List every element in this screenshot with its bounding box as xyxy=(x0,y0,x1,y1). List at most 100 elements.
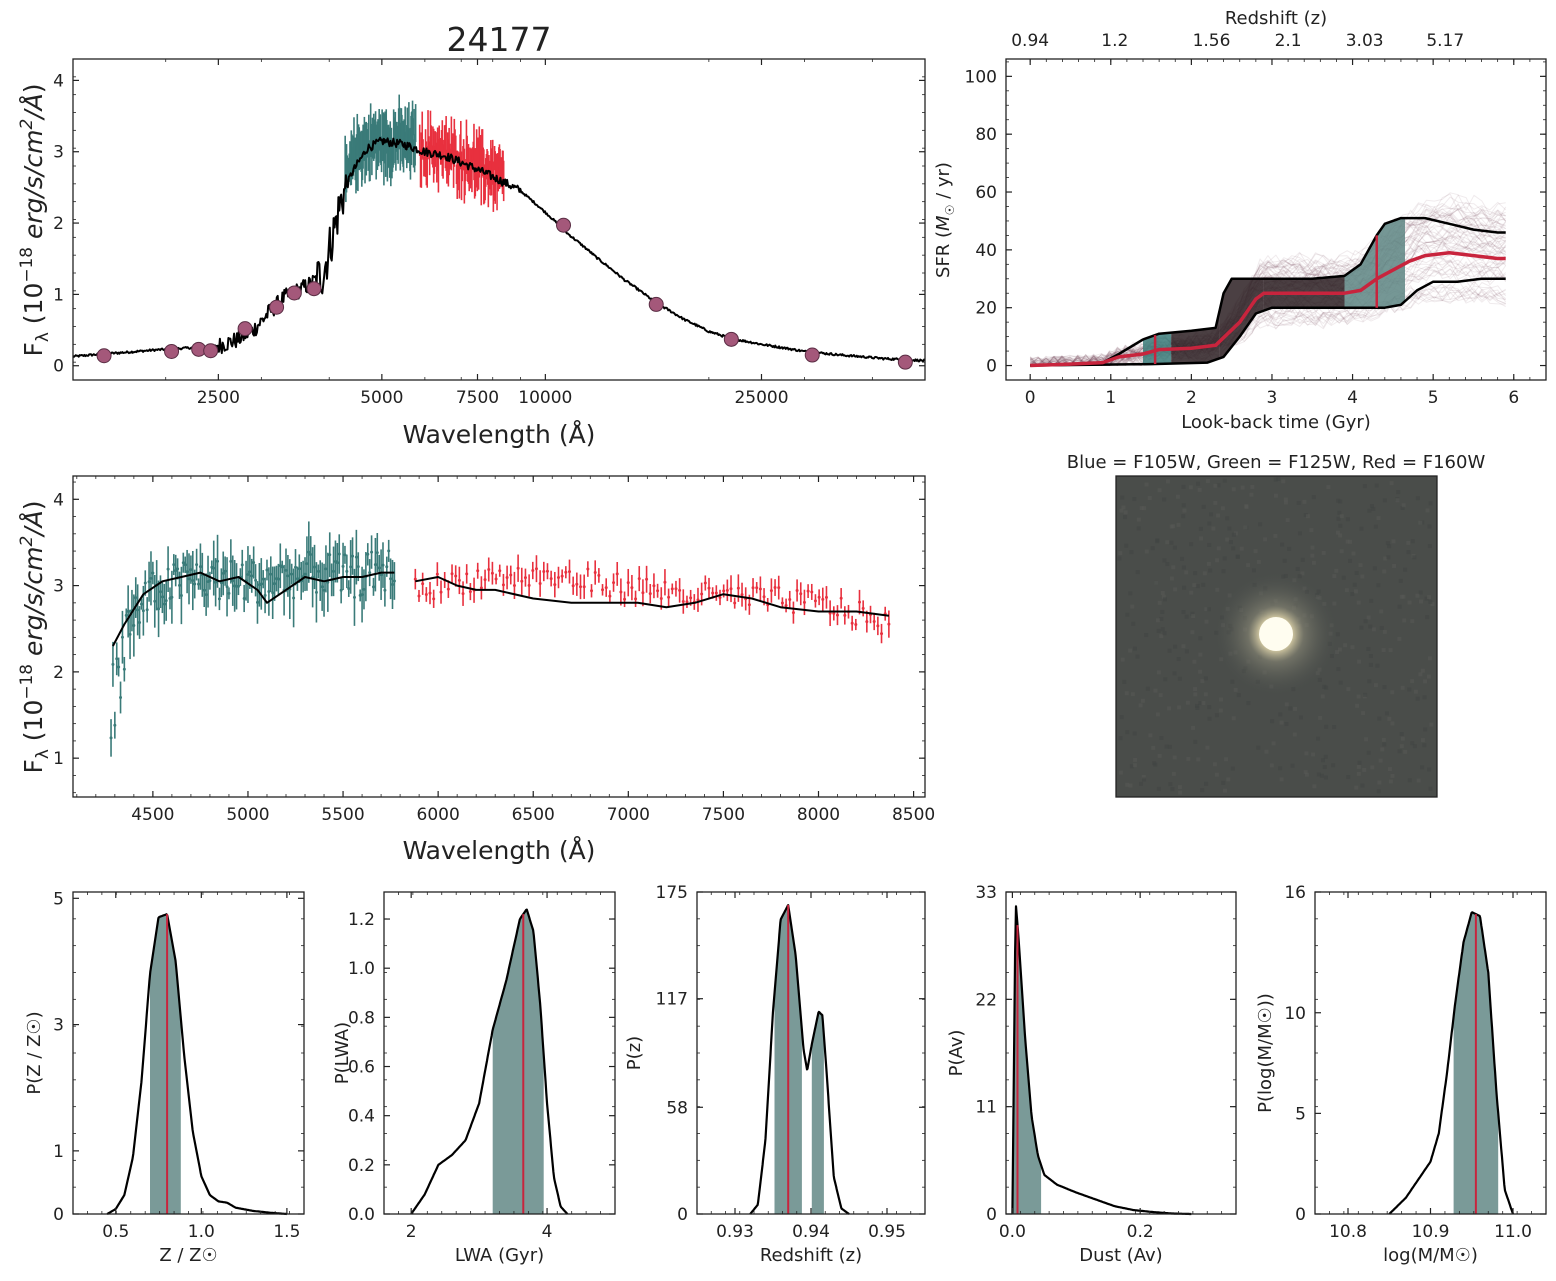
grism-blue-point xyxy=(164,599,168,603)
image-noise xyxy=(1118,770,1123,775)
y-tick-label: 0 xyxy=(53,1205,64,1225)
x-tick-label: 6000 xyxy=(417,805,460,825)
y-axis-label: Fλ (10−18 erg/s/cm2/Å) xyxy=(16,83,52,356)
image-noise xyxy=(1412,744,1417,749)
grism-blue-point xyxy=(189,568,193,572)
posterior-ylabel: P(LWA) xyxy=(332,1022,353,1084)
image-noise xyxy=(1356,694,1361,699)
grism-blue-point xyxy=(212,566,216,570)
grism-red-point xyxy=(520,579,524,583)
image-noise xyxy=(1198,636,1203,641)
grism-red-point xyxy=(747,603,751,607)
grism-red-point xyxy=(641,591,645,595)
grism-red-point xyxy=(560,574,564,578)
image-noise xyxy=(1124,691,1129,696)
grism-blue-point xyxy=(341,564,345,568)
grism-red-point xyxy=(626,581,630,585)
image-noise xyxy=(1311,495,1316,500)
grism-red-point xyxy=(751,586,755,590)
image-noise xyxy=(1224,757,1229,762)
image-noise xyxy=(1324,685,1329,690)
grism-blue-point xyxy=(267,590,271,594)
sfh-draw-line xyxy=(1030,207,1507,366)
grism-red-point xyxy=(538,582,542,586)
posterior-xlabel: Z / Z☉ xyxy=(159,1245,217,1266)
image-noise xyxy=(1326,485,1331,490)
image-noise xyxy=(1420,668,1425,673)
grism-blue-point xyxy=(352,595,356,599)
image-noise xyxy=(1339,549,1344,554)
image-noise xyxy=(1373,683,1378,688)
image-noise xyxy=(1177,676,1182,681)
x-tick-label: 8500 xyxy=(892,805,935,825)
image-noise xyxy=(1379,609,1384,614)
grism-blue-point xyxy=(115,657,119,661)
grism-blue-point xyxy=(345,569,349,573)
grism-blue-point xyxy=(316,569,320,573)
posterior-redshift-panel: 0.93 0.94 0.95 0 58 117 175 Redshift (z) P(z) xyxy=(624,883,926,1266)
image-noise xyxy=(1209,512,1214,517)
grism-red-point xyxy=(432,597,436,601)
image-noise xyxy=(1182,585,1187,590)
image-noise xyxy=(1368,624,1373,629)
grism-blue-point xyxy=(242,597,246,601)
y-tick-label: 0.2 xyxy=(348,1156,375,1176)
grism-blue-point xyxy=(229,559,233,563)
image-noise xyxy=(1190,611,1195,616)
image-noise xyxy=(1377,716,1382,721)
image-noise xyxy=(1189,590,1194,595)
grism-red-point xyxy=(479,586,483,590)
grism-red-point xyxy=(476,569,480,573)
image-noise xyxy=(1341,575,1346,580)
image-noise xyxy=(1181,644,1186,649)
image-noise xyxy=(1303,770,1308,775)
sfh-draw-line xyxy=(1029,226,1506,366)
image-noise xyxy=(1387,767,1392,772)
grism-red-point xyxy=(575,582,579,586)
image-noise xyxy=(1320,694,1325,699)
image-noise xyxy=(1199,536,1204,541)
grism-red-point xyxy=(802,600,806,604)
grism-blue-point xyxy=(153,599,157,603)
image-noise xyxy=(1285,518,1290,523)
sed-full-xlabel: Wavelength (Å) xyxy=(403,420,596,449)
image-noise xyxy=(1406,550,1411,555)
image-noise xyxy=(1177,785,1182,790)
grism-red-point xyxy=(707,586,711,590)
image-noise xyxy=(1196,757,1201,762)
image-noise xyxy=(1426,674,1431,679)
x-tick-label: 10.9 xyxy=(1412,1222,1450,1242)
image-noise xyxy=(1258,522,1263,527)
image-noise xyxy=(1397,604,1402,609)
axes-frame xyxy=(1005,58,1547,381)
grism-blue-point xyxy=(373,563,377,567)
photometry-point xyxy=(804,347,820,363)
y-tick-label: 11 xyxy=(975,1098,997,1118)
y-tick-label: 0.6 xyxy=(348,1058,375,1078)
image-noise xyxy=(1377,780,1382,785)
sed-zoom-xlabel: Wavelength (Å) xyxy=(403,836,596,865)
image-noise xyxy=(1323,775,1328,780)
grism-blue-point xyxy=(370,550,374,554)
image-noise xyxy=(1287,546,1292,551)
image-noise xyxy=(1303,513,1308,518)
sfh-ylabel: SFR (M☉ / yr) xyxy=(933,162,957,278)
image-noise xyxy=(1403,749,1408,754)
image-noise xyxy=(1335,530,1340,535)
image-noise xyxy=(1380,747,1385,752)
grism-red-point xyxy=(424,592,428,596)
grism-red-point xyxy=(711,591,715,595)
image-noise xyxy=(1388,779,1393,784)
grism-red-point xyxy=(586,567,590,571)
y-tick-label: 3 xyxy=(53,577,64,597)
image-noise xyxy=(1317,677,1322,682)
grism-blue-point xyxy=(324,567,328,571)
image-noise xyxy=(1359,625,1364,630)
grism-red-point xyxy=(773,586,777,590)
y-tick-label: 16 xyxy=(1284,883,1306,903)
image-noise xyxy=(1200,679,1205,684)
x-tick-label: 2 xyxy=(406,1222,417,1242)
posterior-curve xyxy=(1011,905,1192,1216)
grism-blue-point xyxy=(231,579,235,583)
image-noise xyxy=(1169,540,1174,545)
